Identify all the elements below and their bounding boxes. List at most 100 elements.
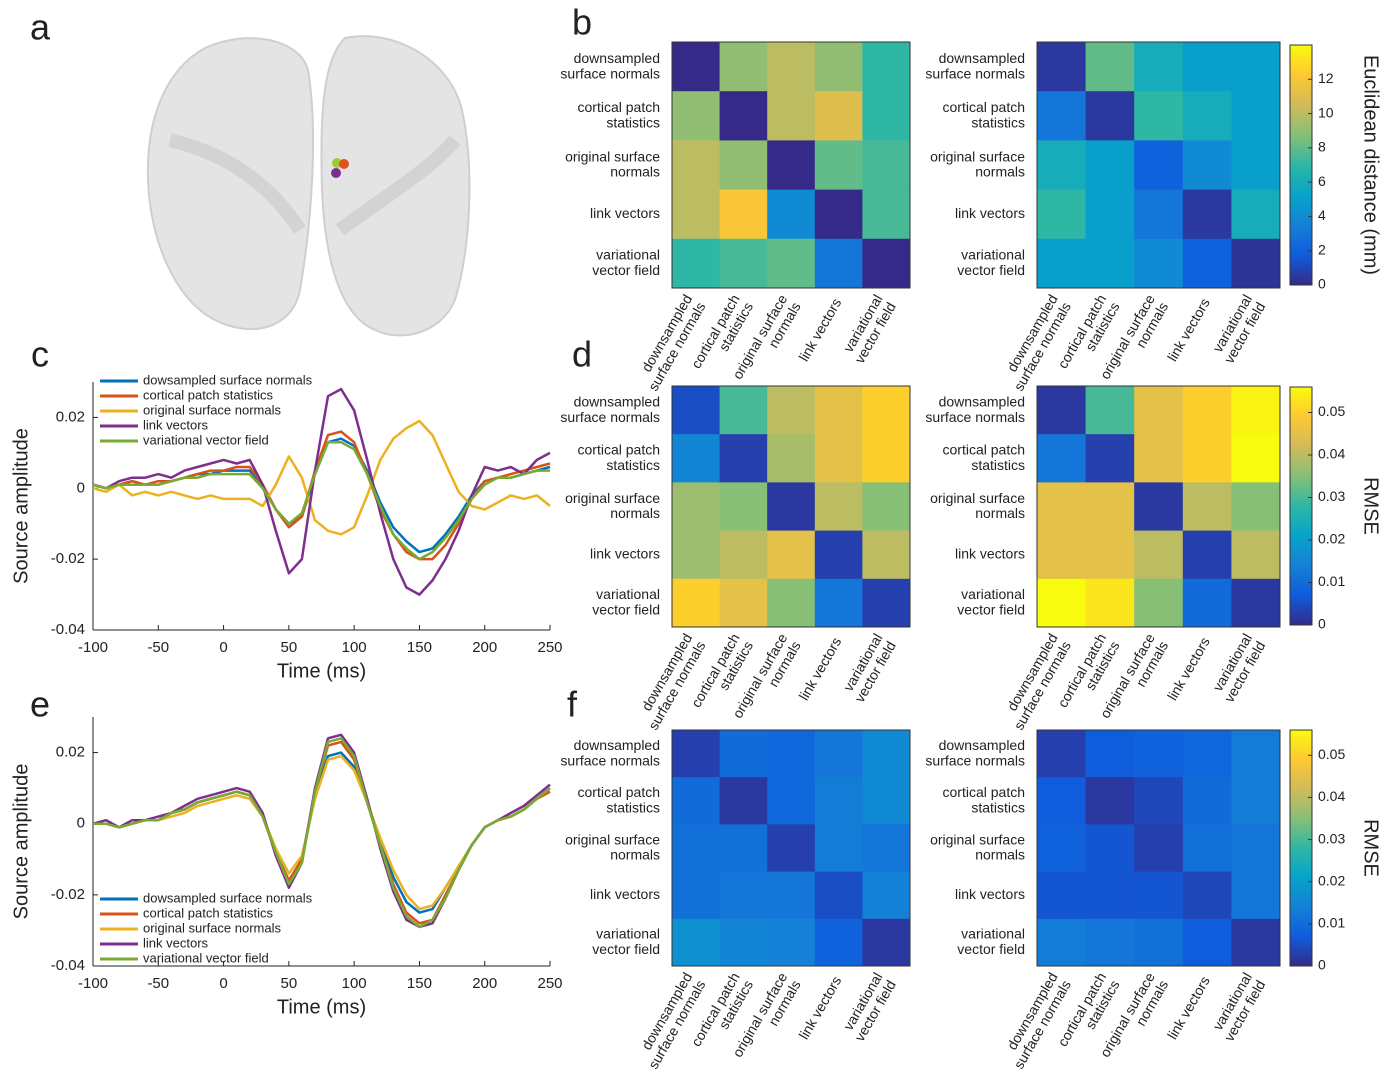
- heatmap-cell: [672, 238, 721, 289]
- heatmap-cell: [1085, 918, 1135, 967]
- heatmap-cell: [1182, 824, 1232, 873]
- row-label: original surface normals: [930, 831, 1025, 862]
- colorbar-tick-label: 12: [1318, 70, 1334, 86]
- heatmap-cell: [1182, 434, 1232, 483]
- heatmap-cell: [814, 140, 863, 191]
- heatmap-cell: [862, 730, 911, 778]
- row-label: variational vector field: [957, 586, 1025, 617]
- x-tick-label: 0: [219, 975, 227, 992]
- heatmap-cell: [862, 777, 911, 825]
- heatmap-cell: [1085, 871, 1135, 920]
- y-axis-label: Source amplitude: [10, 428, 32, 584]
- heatmap-cell: [1085, 238, 1135, 289]
- heatmap-cell: [1231, 578, 1281, 628]
- panel-letter: d: [572, 334, 592, 375]
- heatmap-cell: [1085, 482, 1135, 532]
- heatmap-cell: [862, 482, 911, 532]
- x-tick-label: 0: [219, 639, 227, 656]
- heatmap-cell: [767, 140, 816, 191]
- colorbar-tick-label: 4: [1318, 207, 1326, 223]
- heatmap-cell: [1037, 777, 1087, 825]
- x-tick-label: -50: [147, 639, 169, 656]
- heatmap-frame: [671, 41, 911, 289]
- colorbar: [1289, 44, 1313, 286]
- row-label: cortical patch statistics: [578, 99, 660, 130]
- row-label: cortical patch statistics: [943, 99, 1025, 130]
- heatmap-cell: [719, 824, 768, 873]
- heatmap-cell: [767, 918, 816, 967]
- column-label: downsampledsurface normals: [997, 970, 1074, 1072]
- heatmap-cell: [1134, 871, 1184, 920]
- x-tick-label: -100: [78, 639, 108, 656]
- heatmap-cell: [1134, 482, 1184, 532]
- y-tick-label: -0.04: [51, 957, 85, 974]
- series-line: [92, 419, 551, 536]
- heatmap-cell: [672, 871, 721, 920]
- heatmap-frame: [1036, 385, 1281, 628]
- heatmap-cell: [1231, 386, 1281, 435]
- source-dot: [339, 159, 349, 169]
- heatmap-frame: [1036, 41, 1281, 289]
- heatmap-cell: [719, 91, 768, 141]
- row-label: link vectors: [590, 205, 660, 221]
- x-axis-label: Time (ms): [277, 660, 366, 682]
- heatmap-cell: [1182, 482, 1232, 532]
- heatmap-cell: [862, 140, 911, 191]
- x-tick-label: 50: [281, 639, 298, 656]
- heatmap-cell: [1134, 238, 1184, 289]
- row-label: variational vector field: [592, 925, 660, 956]
- heatmap-cell: [1134, 140, 1184, 191]
- heatmap-frame: [671, 385, 911, 628]
- heatmap-cell: [719, 189, 768, 240]
- colorbar-tick-label: 0.03: [1318, 830, 1345, 846]
- heatmap-cell: [814, 42, 863, 92]
- legend-label: original surface normals: [143, 402, 282, 417]
- heatmap-cell: [1134, 824, 1184, 873]
- heatmap-cell: [814, 918, 863, 967]
- row-label: cortical patch statistics: [943, 784, 1025, 815]
- legend-label: link vectors: [143, 417, 209, 432]
- row-label: cortical patch statistics: [943, 441, 1025, 472]
- heatmap-cell: [1182, 918, 1232, 967]
- panel-letter: c: [31, 334, 49, 375]
- row-label: original surface normals: [565, 831, 660, 862]
- column-label: downsampledsurface normals: [631, 631, 708, 733]
- colorbar-tick-label: 6: [1318, 173, 1326, 189]
- heatmap-cell: [1134, 730, 1184, 778]
- heatmap-cell: [767, 578, 816, 628]
- heatmap-cell: [767, 434, 816, 483]
- heatmap-cell: [1231, 42, 1281, 92]
- heatmap-cell: [1085, 730, 1135, 778]
- source-dot: [331, 168, 341, 178]
- colorbar-tick-label: 0: [1318, 957, 1326, 973]
- row-label: variational vector field: [957, 925, 1025, 956]
- heatmap-cell: [1182, 578, 1232, 628]
- series-line: [92, 440, 550, 561]
- row-label: link vectors: [590, 545, 660, 561]
- brain-fold: [168, 133, 306, 234]
- heatmap-cell: [1231, 871, 1281, 920]
- row-label: original surface normals: [565, 490, 660, 521]
- heatmap-cell: [672, 140, 721, 191]
- heatmap-cell: [719, 530, 768, 580]
- heatmap-cell: [1037, 482, 1087, 532]
- heatmap-cell: [1134, 434, 1184, 483]
- heatmap-cell: [862, 578, 911, 628]
- heatmap-cell: [672, 189, 721, 240]
- heatmap-cell: [672, 530, 721, 580]
- row-label: downsampled surface normals: [560, 50, 660, 81]
- colorbar-label: Euclidean distance (mm): [1360, 55, 1382, 275]
- heatmap-cell: [672, 730, 721, 778]
- heatmap-cell: [814, 871, 863, 920]
- heatmap-cell: [767, 238, 816, 289]
- heatmap-cell: [767, 777, 816, 825]
- y-tick-label: 0.02: [56, 744, 85, 761]
- column-label: link vectors: [796, 634, 845, 703]
- row-label: original surface normals: [930, 148, 1025, 179]
- column-label: downsampledsurface normals: [631, 970, 708, 1072]
- row-label: cortical patch statistics: [578, 441, 660, 472]
- heatmap-cell: [672, 386, 721, 435]
- panel-letter: a: [30, 7, 51, 48]
- column-label: variationalvector field: [838, 970, 899, 1044]
